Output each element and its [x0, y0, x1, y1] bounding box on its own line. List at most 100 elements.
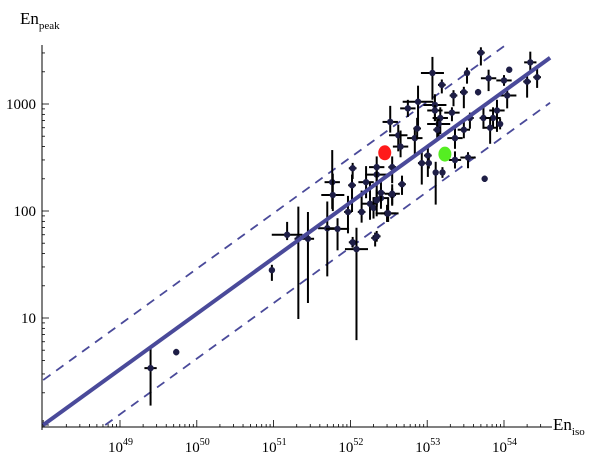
point-marker	[414, 98, 422, 105]
point-marker	[283, 231, 291, 238]
point-marker	[448, 109, 456, 116]
point-marker	[486, 124, 494, 131]
point-marker	[344, 208, 352, 216]
point-marker	[429, 69, 436, 77]
data-point	[144, 346, 157, 406]
data-point	[380, 197, 396, 222]
data-point	[480, 69, 497, 92]
fit-line-group	[42, 56, 552, 427]
x-tick-label: 1052	[338, 437, 363, 456]
point-marker	[349, 165, 356, 172]
point-marker	[377, 189, 385, 196]
y-tick-label: 10	[21, 311, 36, 327]
point-marker	[451, 134, 459, 142]
point-marker	[439, 169, 446, 176]
point-marker	[506, 66, 513, 73]
data-point	[372, 189, 381, 217]
point-marker	[481, 175, 488, 182]
data-point	[449, 90, 458, 107]
x-axis-label: Eniso	[553, 415, 585, 438]
data-point	[400, 99, 416, 117]
point-marker	[373, 197, 380, 204]
point-marker	[358, 208, 365, 216]
data-point	[348, 174, 356, 213]
data-point	[533, 68, 541, 88]
point-marker	[533, 74, 541, 81]
data-point	[481, 175, 488, 182]
point-marker	[413, 125, 421, 132]
point-marker	[496, 120, 504, 128]
point-marker	[373, 163, 380, 171]
data-point	[432, 161, 439, 205]
data-point	[460, 86, 468, 109]
data-point	[482, 117, 498, 144]
point-marker	[397, 143, 404, 150]
data-point	[489, 99, 505, 132]
point-marker	[434, 126, 441, 133]
point-marker	[424, 152, 432, 159]
point-marker	[353, 245, 360, 253]
data-point	[173, 348, 180, 356]
data-point	[447, 127, 463, 149]
data-point	[420, 56, 444, 100]
data-point	[344, 227, 369, 341]
data-point	[444, 107, 460, 122]
point-marker	[523, 78, 531, 85]
point-marker	[477, 49, 485, 56]
point-marker	[438, 81, 446, 89]
point-marker	[268, 266, 276, 274]
data-point	[392, 130, 409, 158]
x-tick-label: 1049	[108, 437, 133, 456]
point-marker	[493, 107, 501, 114]
point-marker	[432, 169, 439, 176]
data-point	[348, 236, 357, 248]
data-point	[369, 156, 385, 184]
data-point	[425, 157, 433, 169]
data-point	[485, 107, 501, 129]
point-marker	[480, 114, 487, 122]
point-marker	[474, 88, 482, 96]
data-point	[372, 230, 381, 242]
point-marker	[489, 114, 497, 122]
data-point	[268, 264, 276, 281]
point-marker	[398, 181, 406, 188]
data-point	[417, 152, 426, 185]
data-point	[326, 218, 350, 251]
data-point	[523, 76, 531, 98]
point-marker	[463, 69, 471, 77]
point-marker	[460, 88, 468, 96]
point-marker	[404, 105, 412, 112]
point-marker	[362, 178, 370, 186]
data-points	[144, 47, 541, 406]
data-point	[477, 47, 485, 66]
data-point	[439, 167, 446, 178]
point-marker	[329, 191, 337, 199]
point-marker	[388, 190, 396, 197]
x-tick-label: 1051	[262, 437, 287, 456]
point-marker	[503, 92, 511, 99]
y-axis-label: Enpeak	[20, 9, 60, 32]
point-marker	[373, 233, 380, 240]
data-point	[437, 79, 446, 94]
point-marker	[485, 75, 492, 82]
highlighted-point	[438, 146, 452, 162]
point-marker	[460, 126, 468, 133]
x-tick-label: 1050	[185, 437, 210, 456]
data-point	[382, 105, 398, 133]
highlighted-point	[378, 145, 392, 161]
point-marker	[431, 101, 439, 109]
data-point	[524, 51, 537, 74]
point-marker	[464, 154, 472, 161]
data-point	[474, 88, 482, 96]
highlighted-points	[378, 145, 452, 162]
data-point	[496, 118, 504, 130]
point-marker	[348, 182, 356, 189]
point-marker	[431, 107, 439, 114]
data-point	[506, 66, 513, 73]
data-point	[384, 188, 400, 205]
point-marker	[304, 235, 312, 242]
fit-line	[42, 56, 552, 427]
data-point	[294, 206, 303, 320]
point-marker	[147, 364, 154, 372]
